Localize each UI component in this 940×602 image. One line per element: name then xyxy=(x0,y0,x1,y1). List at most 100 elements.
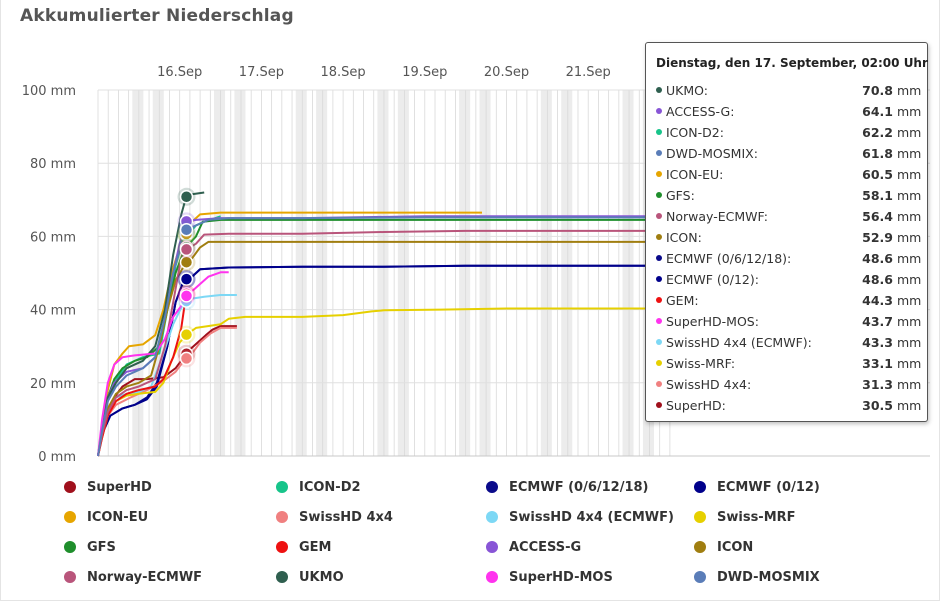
tooltip: Dienstag, den 17. September, 02:00 Uhr U… xyxy=(645,42,928,422)
tooltip-series-name: GFS: xyxy=(666,187,695,203)
night-band xyxy=(397,90,409,456)
x-tick-label: 19.Sep xyxy=(402,65,447,80)
tooltip-row: SwissHD 4x4: 31.3 mm xyxy=(656,375,921,393)
x-tick-label: 20.Sep xyxy=(484,65,529,80)
tooltip-value: 31.3 xyxy=(862,376,893,392)
legend-swatch xyxy=(64,571,76,583)
legend-item[interactable]: Swiss-MRF xyxy=(694,506,796,528)
tooltip-series-name: SuperHD-MOS: xyxy=(666,313,759,329)
legend-item[interactable]: ECMWF (0/12) xyxy=(694,476,820,498)
tooltip-value: 43.7 xyxy=(862,313,893,329)
series-line-superhd-mos xyxy=(97,271,229,457)
legend-label: GEM xyxy=(299,539,332,555)
legend-swatch xyxy=(694,511,706,523)
legend-item[interactable]: SwissHD 4x4 xyxy=(276,506,393,528)
tooltip-bullet xyxy=(656,192,662,198)
legend-item[interactable]: DWD-MOSMIX xyxy=(694,566,820,588)
legend-item[interactable]: ECMWF (0/6/12/18) xyxy=(486,476,649,498)
legend-item[interactable]: SuperHD xyxy=(64,476,152,498)
chart-plot[interactable]: 0 mm 20 mm 40 mm 60 mm 80 mm 100 mm 16.Sep 17.… xyxy=(0,0,940,470)
tooltip-row: ECMWF (0/6/12/18): 48.6 mm xyxy=(656,249,921,267)
legend-swatch xyxy=(694,481,706,493)
legend-item[interactable]: Norway-ECMWF xyxy=(64,566,202,588)
marker-icon xyxy=(179,255,194,269)
tooltip-unit: mm xyxy=(897,313,922,329)
legend-item[interactable]: GFS xyxy=(64,536,116,558)
legend: SuperHD ICON-D2 ECMWF (0/6/12/18) ECMWF (0/… xyxy=(64,476,924,596)
tooltip-header: Dienstag, den 17. September, 02:00 Uhr xyxy=(656,56,928,70)
tooltip-bullet xyxy=(656,255,662,261)
tooltip-bullet xyxy=(656,213,662,219)
legend-swatch xyxy=(276,571,288,583)
tooltip-unit: mm xyxy=(897,103,922,119)
legend-swatch xyxy=(694,541,706,553)
tooltip-bullet xyxy=(656,381,662,387)
series-line-icon xyxy=(97,240,670,457)
legend-item[interactable]: SwissHD 4x4 (ECMWF) xyxy=(486,506,674,528)
tooltip-value: 70.8 xyxy=(862,82,893,98)
tooltip-series-name: UKMO: xyxy=(666,82,708,98)
tooltip-unit: mm xyxy=(897,124,922,140)
x-tick-label: 16.Sep xyxy=(157,65,202,80)
tooltip-row: SwissHD 4x4 (ECMWF): 43.3 mm xyxy=(656,333,921,351)
legend-label: ICON xyxy=(717,539,754,555)
tooltip-series-name: ICON-D2: xyxy=(666,124,724,140)
tooltip-bullet xyxy=(656,297,662,303)
tooltip-series-name: SwissHD 4x4 (ECMWF): xyxy=(666,334,812,350)
legend-item[interactable]: ACCESS-G xyxy=(486,536,581,558)
legend-label: Swiss-MRF xyxy=(717,509,796,525)
marker-swisshd-4x4 xyxy=(179,351,194,366)
tooltip-value: 58.1 xyxy=(862,187,893,203)
tooltip-series-name: GEM: xyxy=(666,292,699,308)
legend-item[interactable]: ICON-D2 xyxy=(276,476,361,498)
legend-item[interactable]: ICON xyxy=(694,536,753,558)
tooltip-series-name: Norway-ECMWF: xyxy=(666,208,768,224)
tooltip-row: DWD-MOSMIX: 61.8 mm xyxy=(656,144,922,162)
tooltip-bullet xyxy=(656,360,662,366)
legend-label: SuperHD-MOS xyxy=(509,569,613,585)
legend-label: ECMWF (0/12) xyxy=(717,479,820,495)
legend-swatch xyxy=(276,481,288,493)
tooltip-value: 52.9 xyxy=(862,229,893,245)
legend-swatch xyxy=(486,481,498,493)
legend-swatch xyxy=(276,511,288,523)
legend-swatch xyxy=(486,571,498,583)
series-line-dwd-mosmix xyxy=(97,216,670,457)
x-tick-label: 17.Sep xyxy=(239,65,284,80)
night-band xyxy=(152,90,164,456)
legend-swatch xyxy=(64,541,76,553)
tooltip-value: 48.6 xyxy=(862,250,893,266)
legend-item[interactable]: GEM xyxy=(276,536,332,558)
tooltip-bullet xyxy=(656,129,662,135)
legend-label: GFS xyxy=(87,539,116,555)
y-tick-label: 80 mm xyxy=(30,157,76,172)
tooltip-row: ACCESS-G: 64.1 mm xyxy=(656,102,922,120)
legend-item[interactable]: UKMO xyxy=(276,566,344,588)
y-tick-label: 20 mm xyxy=(30,377,76,392)
legend-label: ACCESS-G xyxy=(509,539,582,555)
marker-ukmo xyxy=(179,190,194,204)
night-band xyxy=(561,90,573,456)
tooltip-value: 62.2 xyxy=(862,124,893,140)
tooltip-row: ICON: 52.9 mm xyxy=(656,228,921,246)
legend-item[interactable]: ICON-EU xyxy=(64,506,148,528)
tooltip-value: 60.5 xyxy=(862,166,893,182)
legend-item[interactable]: SuperHD-MOS xyxy=(486,566,613,588)
legend-swatch xyxy=(64,481,76,493)
night-band xyxy=(295,90,307,456)
legend-swatch xyxy=(64,511,76,523)
legend-label: DWD-MOSMIX xyxy=(717,569,820,585)
series-line-ecmwf-0-12 xyxy=(97,264,670,457)
tooltip-unit: mm xyxy=(897,145,922,161)
y-tick-label: 0 mm xyxy=(38,450,76,465)
tooltip-unit: mm xyxy=(897,271,922,287)
tooltip-series-name: DWD-MOSMIX: xyxy=(666,145,758,161)
tooltip-value: 43.3 xyxy=(862,334,893,350)
legend-label: ICON-D2 xyxy=(299,479,361,495)
tooltip-value: 48.6 xyxy=(862,271,893,287)
legend-swatch xyxy=(694,571,706,583)
tooltip-row: SuperHD-MOS: 43.7 mm xyxy=(656,312,922,330)
night-band xyxy=(540,90,552,456)
tooltip-row: SuperHD: 30.5 mm xyxy=(656,396,921,414)
tooltip-row: Norway-ECMWF: 56.4 mm xyxy=(656,207,921,225)
